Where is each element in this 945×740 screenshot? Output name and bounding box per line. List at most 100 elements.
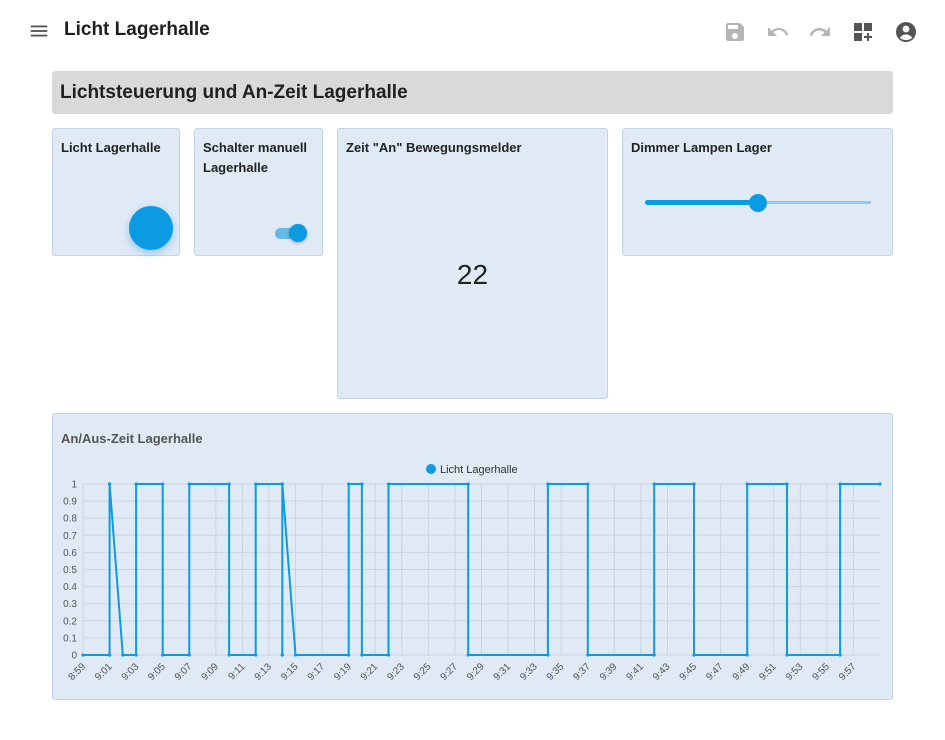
- y-tick-label: 0.2: [63, 616, 77, 627]
- y-tick-label: 0.3: [63, 599, 77, 610]
- page-title: Licht Lagerhalle: [64, 19, 210, 40]
- data-point: [161, 482, 165, 486]
- data-point: [347, 482, 351, 486]
- x-tick-label: 9:35: [545, 661, 567, 683]
- x-tick-label: 9:25: [412, 661, 434, 683]
- x-tick-label: 9:17: [306, 661, 328, 683]
- redo-icon[interactable]: [808, 20, 832, 44]
- data-point: [586, 653, 590, 657]
- data-point: [134, 653, 138, 657]
- x-tick-label: 9:47: [704, 661, 726, 683]
- data-point: [121, 653, 125, 657]
- data-point: [187, 653, 191, 657]
- x-tick-label: 8:59: [67, 661, 89, 683]
- data-point: [838, 482, 842, 486]
- x-tick-label: 9:07: [173, 661, 195, 683]
- toggle-thumb[interactable]: [289, 224, 307, 242]
- y-tick-label: 0: [71, 651, 77, 662]
- data-point: [546, 653, 550, 657]
- x-tick-label: 9:33: [518, 661, 540, 683]
- x-tick-label: 9:41: [624, 661, 646, 683]
- x-tick-label: 9:39: [598, 661, 620, 683]
- data-point: [187, 482, 191, 486]
- data-point: [360, 482, 364, 486]
- x-tick-label: 9:11: [226, 661, 247, 682]
- switch-card: Schalter manuell Lagerhalle: [194, 128, 323, 256]
- y-tick-label: 0.9: [63, 497, 77, 508]
- data-point: [161, 653, 165, 657]
- data-point: [81, 653, 85, 657]
- chart-card: An/Aus-Zeit Lagerhalle 0 0.1 0.2 0.3 0.4 0.5 0…: [52, 413, 893, 700]
- y-tick-label: 0.4: [63, 582, 77, 593]
- app-toolbar: Licht Lagerhalle: [0, 0, 945, 64]
- data-point: [107, 482, 112, 486]
- legend-marker: [426, 464, 436, 474]
- x-tick-label: 9:05: [146, 661, 168, 683]
- time-card: Zeit "An" Bewegungsmelder 22: [337, 128, 608, 399]
- data-point: [878, 482, 882, 486]
- y-tick-label: 0.1: [63, 633, 77, 644]
- data-point: [227, 653, 231, 657]
- data-point: [466, 653, 470, 657]
- undo-icon[interactable]: [766, 20, 790, 44]
- data-point: [293, 653, 298, 657]
- manual-switch-toggle[interactable]: [275, 223, 307, 243]
- light-card-title: Licht Lagerhalle: [61, 140, 161, 155]
- data-point: [745, 482, 749, 486]
- time-value: 22: [456, 259, 489, 290]
- x-tick-label: 9:01: [93, 661, 115, 683]
- legend-label: Licht Lagerhalle: [440, 464, 518, 476]
- y-tick-label: 1: [71, 480, 77, 491]
- data-point: [107, 653, 112, 657]
- data-point: [745, 653, 749, 657]
- x-tick-label: 9:51: [757, 661, 779, 683]
- account-icon[interactable]: [894, 20, 918, 44]
- data-point: [838, 653, 842, 657]
- time-card-title: Zeit "An" Bewegungsmelder: [346, 140, 522, 155]
- dimmer-card: Dimmer Lampen Lager: [622, 128, 893, 256]
- data-point: [254, 482, 258, 486]
- x-tick-label: 9:09: [199, 661, 221, 683]
- data-point: [692, 653, 696, 657]
- x-tick-label: 9:53: [784, 661, 806, 683]
- data-point: [254, 653, 258, 657]
- y-tick-label: 0.6: [63, 548, 77, 559]
- onoff-chart: 00.10.20.30.40.50.60.70.80.918:59 9:01 9:0…: [63, 464, 882, 683]
- add-widget-icon[interactable]: [851, 20, 875, 44]
- data-point: [280, 482, 284, 486]
- data-point: [692, 482, 696, 486]
- x-tick-label: 9:29: [465, 661, 487, 683]
- menu-icon[interactable]: [28, 20, 50, 42]
- y-tick-label: 0.8: [63, 514, 77, 525]
- slider-fill: [645, 200, 758, 205]
- data-point: [134, 482, 138, 486]
- save-icon[interactable]: [723, 20, 747, 44]
- x-tick-label: 9:15: [279, 661, 301, 683]
- data-point: [466, 482, 470, 486]
- dimmer-slider[interactable]: [645, 192, 871, 212]
- x-tick-label: 9:43: [651, 661, 673, 683]
- data-point: [280, 653, 284, 657]
- x-tick-label: 9:37: [571, 661, 593, 683]
- x-tick-label: 9:03: [120, 661, 142, 683]
- slider-knob[interactable]: [749, 194, 767, 212]
- data-point: [386, 482, 391, 486]
- x-tick-label: 9:27: [439, 661, 461, 683]
- data-point: [227, 482, 231, 486]
- data-point: [360, 653, 364, 657]
- x-tick-label: 9:55: [810, 661, 832, 683]
- x-tick-label: 9:13: [253, 661, 275, 683]
- x-tick-label: 9:19: [332, 661, 354, 683]
- data-point: [586, 482, 590, 486]
- x-tick-label: 9:45: [678, 661, 700, 683]
- x-tick-label: 9:21: [359, 661, 381, 683]
- y-tick-label: 0.7: [63, 531, 77, 542]
- switch-card-title: Schalter manuell Lagerhalle: [203, 140, 308, 175]
- light-button[interactable]: [129, 206, 173, 250]
- chart-card-title: An/Aus-Zeit Lagerhalle: [61, 431, 203, 446]
- dimmer-card-title: Dimmer Lampen Lager: [631, 140, 772, 155]
- data-point: [785, 653, 789, 657]
- y-tick-label: 0.5: [63, 565, 77, 576]
- data-point: [546, 482, 550, 486]
- section-header: Lichtsteuerung und An-Zeit Lagerhalle: [52, 71, 893, 114]
